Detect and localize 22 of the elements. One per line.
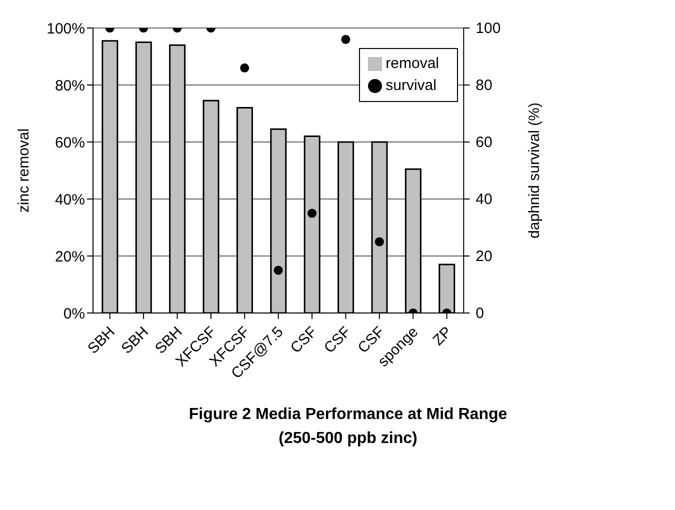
point xyxy=(308,208,317,218)
point xyxy=(274,266,283,275)
y2-axis-title: daphnid survival (%) xyxy=(526,102,543,238)
y2-tick-label: 100 xyxy=(476,20,501,37)
y2-tick-label: 0 xyxy=(476,305,484,322)
y-tick-label: 0% xyxy=(63,305,85,322)
y2-tick-label: 20 xyxy=(476,248,492,265)
y2-tick-label: 80 xyxy=(476,77,492,94)
y-tick-label: 80% xyxy=(54,77,85,94)
y-tick-label: 60% xyxy=(54,134,85,152)
y-tick-label: 40% xyxy=(54,191,85,208)
y2-tick-label: 40 xyxy=(476,191,492,208)
y2-tick-label: 60 xyxy=(476,134,492,151)
y-axis-title: zinc removal xyxy=(15,128,32,213)
point xyxy=(374,237,384,246)
x-tick-label: ZP xyxy=(430,323,456,350)
y-tick-label: 100% xyxy=(46,20,85,38)
legend-label: removal xyxy=(386,55,439,72)
legend-label: survival xyxy=(386,77,436,94)
y-tick-label: 20% xyxy=(54,248,85,266)
text: (250-500 ppb zinc) xyxy=(278,430,418,448)
text: Figure 2 Media Performance at Mid Range xyxy=(188,406,508,424)
